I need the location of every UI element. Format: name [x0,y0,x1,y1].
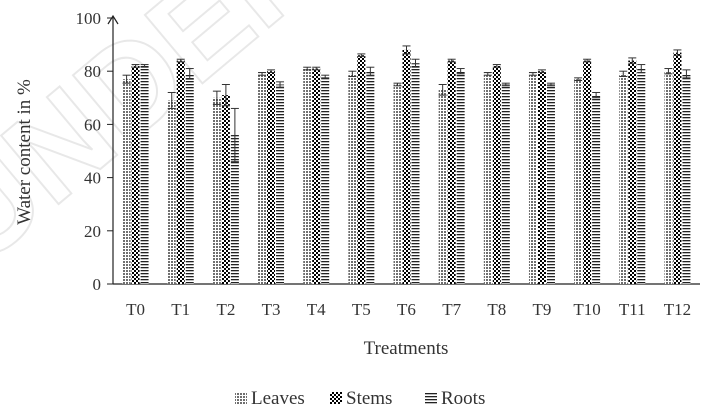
bar-leaves [393,84,402,284]
bar-stems [312,68,321,284]
x-tick-label: T11 [619,300,646,319]
legend-label-roots: Roots [441,388,485,409]
bar-roots [546,84,555,284]
x-tick-label: T4 [307,300,326,319]
bar-leaves [122,79,131,285]
x-tick-label: T5 [352,300,371,319]
x-tick-label: T10 [573,300,600,319]
bar-stems [673,52,682,284]
x-tick-label: T1 [171,300,190,319]
bar-stems [492,65,501,284]
x-tick-label: T3 [262,300,281,319]
y-tick-label: 80 [84,62,101,81]
bar-stems [131,65,140,284]
watermark-text: UNDER [0,0,352,291]
bar-stems [628,60,637,285]
x-tick-label: T0 [126,300,145,319]
x-tick-label: T7 [442,300,461,319]
bar-stems [537,71,546,284]
y-axis-title: Water content in % [14,79,35,225]
x-tick-label: T8 [487,300,506,319]
bar-leaves [258,73,267,284]
bar-leaves [619,73,628,284]
x-tick-label: T9 [533,300,552,319]
bar-leaves [303,68,312,284]
bar-leaves [438,89,447,284]
bar-stems [583,60,592,285]
y-tick-label: 0 [93,275,102,294]
bar-roots [456,71,465,284]
bar-leaves [528,73,537,284]
bar-stems [402,49,411,284]
bar-roots [140,65,149,284]
bar-leaves [574,79,583,285]
bar-roots [411,63,420,284]
legend: Leaves Stems Roots [235,388,485,409]
legend-swatch-stems [330,392,342,404]
bar-leaves [167,100,176,285]
legend-swatch-leaves [235,392,247,404]
bar-roots [321,76,330,285]
bar-roots [637,68,646,284]
legend-label-leaves: Leaves [251,388,305,409]
bar-roots [501,84,510,284]
x-tick-label: T6 [397,300,416,319]
y-tick-label: 60 [84,115,101,134]
bar-stems [447,60,456,285]
bar-leaves [483,73,492,284]
legend-swatch-roots [425,392,437,404]
bar-leaves [348,73,357,284]
bar-roots [185,73,194,284]
bar-roots [366,71,375,284]
y-axis-arrow [107,14,119,25]
bar-leaves [664,71,673,284]
bar-stems [267,71,276,284]
y-tick-label: 20 [84,222,101,241]
x-axis-title: Treatments [364,338,449,359]
x-tick-label: T2 [216,300,235,319]
bar-stems [357,55,366,284]
bar-roots [682,73,691,284]
bar-roots [230,135,239,284]
y-tick-label: 40 [84,169,101,188]
bar-stems [176,60,185,285]
legend-label-stems: Stems [346,388,392,409]
plot-area: 0 20 40 60 80 100 T0 T1 T2 T3 T4 T5 T6 T7 T8 T9 T10 T11 T1… [76,9,700,319]
y-tick-label: 100 [76,9,102,28]
bar-roots [276,84,285,284]
bar-leaves [212,97,221,284]
x-tick-label: T12 [664,300,691,319]
bar-roots [592,95,601,284]
bar-stems [221,95,230,284]
